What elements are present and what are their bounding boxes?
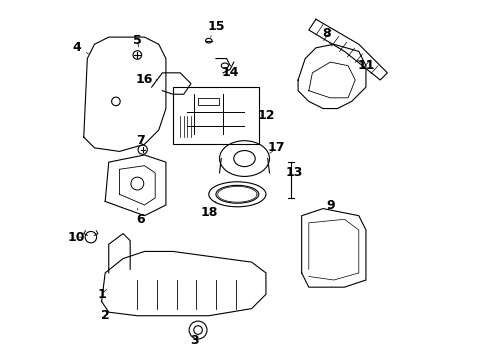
Text: 4: 4 <box>72 41 88 54</box>
Text: 10: 10 <box>68 231 85 244</box>
Text: 16: 16 <box>136 73 157 86</box>
Text: 5: 5 <box>133 34 142 47</box>
Text: 6: 6 <box>136 208 145 226</box>
Text: 8: 8 <box>322 27 330 44</box>
Text: 1: 1 <box>97 288 106 301</box>
Text: 9: 9 <box>325 198 334 212</box>
Text: 18: 18 <box>200 202 217 219</box>
Text: 7: 7 <box>136 134 145 147</box>
Text: 14: 14 <box>221 66 239 79</box>
Bar <box>198 98 219 105</box>
Polygon shape <box>308 19 386 80</box>
Text: 2: 2 <box>101 309 109 322</box>
Text: 12: 12 <box>257 109 274 122</box>
Text: 13: 13 <box>285 166 303 179</box>
Text: 11: 11 <box>356 59 374 72</box>
Text: 15: 15 <box>207 20 224 37</box>
Text: 17: 17 <box>267 141 285 154</box>
Text: 3: 3 <box>190 334 199 347</box>
